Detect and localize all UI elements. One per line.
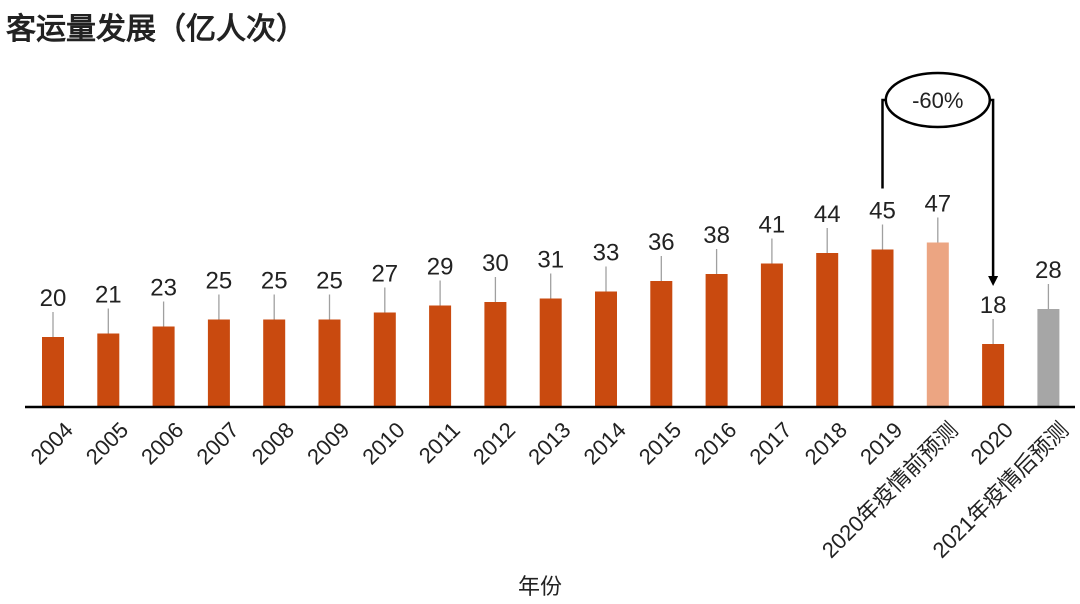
bars-layer: [42, 242, 1060, 407]
bar-2009: [318, 319, 341, 407]
value-label: 18: [980, 292, 1007, 319]
change-badge: [884, 71, 992, 129]
bar-2018: [816, 253, 839, 407]
category-label: 2009: [302, 417, 354, 469]
bar-2006: [152, 326, 175, 407]
bar-2014: [595, 291, 617, 407]
value-labels-layer: 20 21 23 25 25 25 27 29 30 31 33 36 38 41 44 45 47 18 28: [40, 191, 1062, 344]
value-label: 28: [1035, 257, 1062, 284]
annotation-layer: -60%: [881, 71, 999, 286]
value-label: 25: [206, 268, 233, 295]
category-label: 2017: [744, 417, 796, 469]
bar-2008: [263, 319, 286, 407]
bar-2013: [539, 298, 562, 407]
bar-2010: [373, 312, 396, 407]
category-label: 2014: [579, 417, 631, 469]
value-label: 23: [150, 275, 177, 302]
value-label: 31: [537, 247, 564, 274]
category-label: 2007: [191, 417, 243, 469]
bar-2015: [650, 281, 673, 407]
bar-2007: [207, 319, 230, 407]
category-label: 2005: [81, 417, 133, 469]
chart-title: 客运量发展（亿人次）: [6, 12, 306, 47]
value-label: 45: [869, 198, 896, 225]
value-label: 38: [703, 222, 730, 249]
category-label: 2016: [689, 417, 741, 469]
bar-2019: [871, 249, 894, 407]
bar-2020: [982, 344, 1005, 407]
change-badge-label: -60%: [912, 88, 963, 113]
bar-2021年疫情后预测: [1037, 309, 1060, 407]
category-label: 2006: [136, 417, 188, 469]
value-label: 20: [40, 285, 67, 312]
bar-2011: [429, 305, 452, 407]
value-label: 33: [593, 240, 620, 267]
category-labels-layer: 2004 2005 2006 2007 2008 2009 2010 2011 2012 2013…: [26, 417, 1074, 563]
value-label: 25: [261, 268, 288, 295]
category-label: 2011: [414, 417, 465, 468]
value-label: 25: [316, 268, 343, 295]
value-label: 44: [814, 201, 841, 228]
bar-2004: [42, 337, 64, 407]
category-label: 2012: [468, 417, 520, 469]
value-label: 30: [482, 250, 509, 277]
bar-2017: [760, 263, 783, 407]
category-label: 2015: [634, 417, 686, 469]
bar-2016: [705, 274, 728, 407]
category-label: 2010: [357, 417, 409, 469]
category-label: 2018: [800, 417, 852, 469]
value-label: 47: [924, 191, 951, 218]
value-label: 27: [371, 261, 398, 288]
bar-2012: [484, 302, 507, 407]
value-label: 21: [95, 282, 122, 309]
value-label: 41: [759, 212, 786, 239]
bar-2020年疫情前预测: [926, 242, 949, 407]
category-label: 2013: [523, 417, 575, 469]
category-label: 2008: [247, 417, 299, 469]
category-label: 2004: [26, 417, 78, 469]
bar-2005: [97, 333, 120, 407]
value-label: 29: [427, 254, 454, 281]
value-label: 36: [648, 229, 675, 256]
x-axis-label: 年份: [518, 574, 562, 599]
